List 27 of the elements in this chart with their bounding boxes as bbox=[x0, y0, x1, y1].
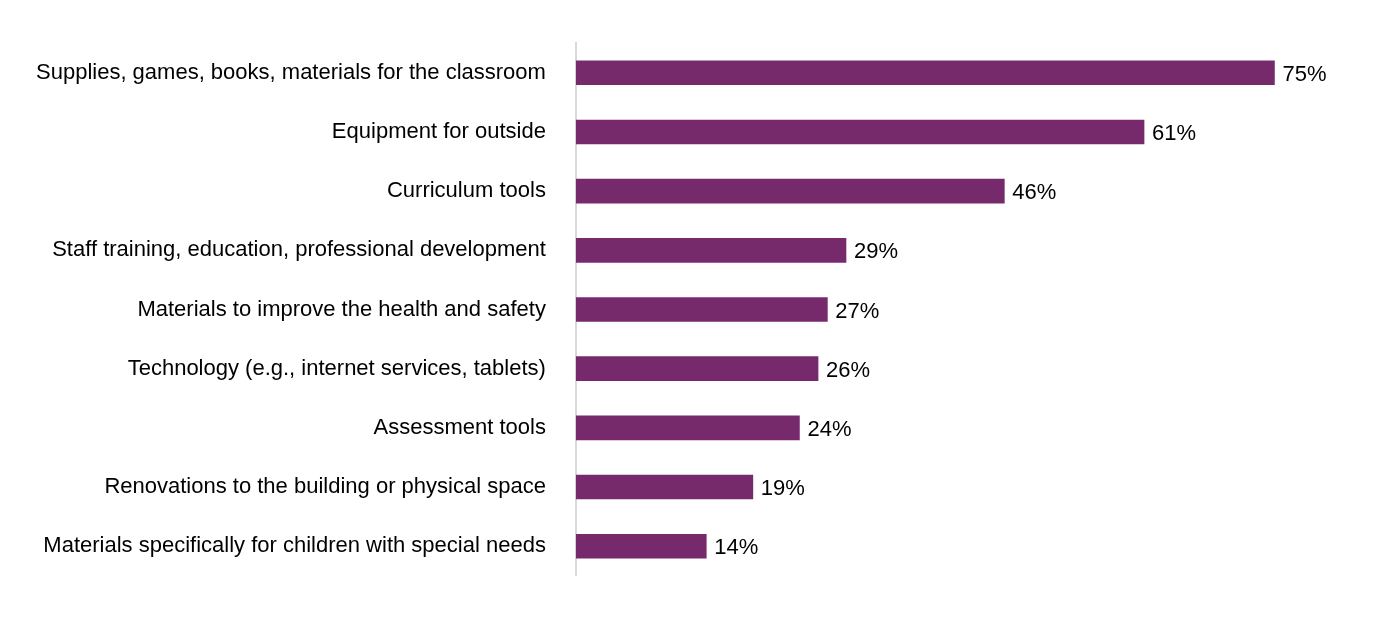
bar bbox=[575, 356, 819, 382]
y-tick-label: Materials specifically for children with special needs bbox=[43, 532, 546, 558]
bar bbox=[575, 297, 828, 322]
data-label: 29% bbox=[853, 238, 899, 264]
bar bbox=[575, 415, 800, 441]
bar bbox=[575, 237, 847, 263]
data-label: 24% bbox=[807, 415, 852, 441]
bar bbox=[575, 178, 1005, 204]
y-tick-label: Renovations to the building or physical space bbox=[104, 473, 546, 499]
bar bbox=[575, 60, 1275, 86]
data-label: 75% bbox=[1282, 60, 1327, 86]
data-label: 27% bbox=[835, 297, 880, 323]
y-tick-label: Materials to improve the health and safety bbox=[137, 295, 546, 321]
data-label: 19% bbox=[760, 475, 805, 501]
bar bbox=[575, 119, 1145, 145]
data-label: 46% bbox=[1012, 179, 1057, 205]
data-label: 61% bbox=[1152, 120, 1197, 146]
y-tick-label: Technology (e.g., internet services, tablets) bbox=[127, 354, 546, 380]
data-label: 26% bbox=[826, 356, 871, 382]
y-tick-label: Staff training, education, professional development bbox=[52, 236, 546, 262]
y-tick-label: Supplies, games, books, materials for the classroom bbox=[36, 58, 546, 84]
bar bbox=[575, 533, 707, 559]
data-label: 14% bbox=[714, 534, 759, 560]
y-tick-label: Assessment tools bbox=[373, 413, 546, 439]
bar bbox=[575, 474, 754, 500]
y-tick-label: Equipment for outside bbox=[331, 118, 546, 144]
y-tick-label: Curriculum tools bbox=[386, 177, 546, 203]
